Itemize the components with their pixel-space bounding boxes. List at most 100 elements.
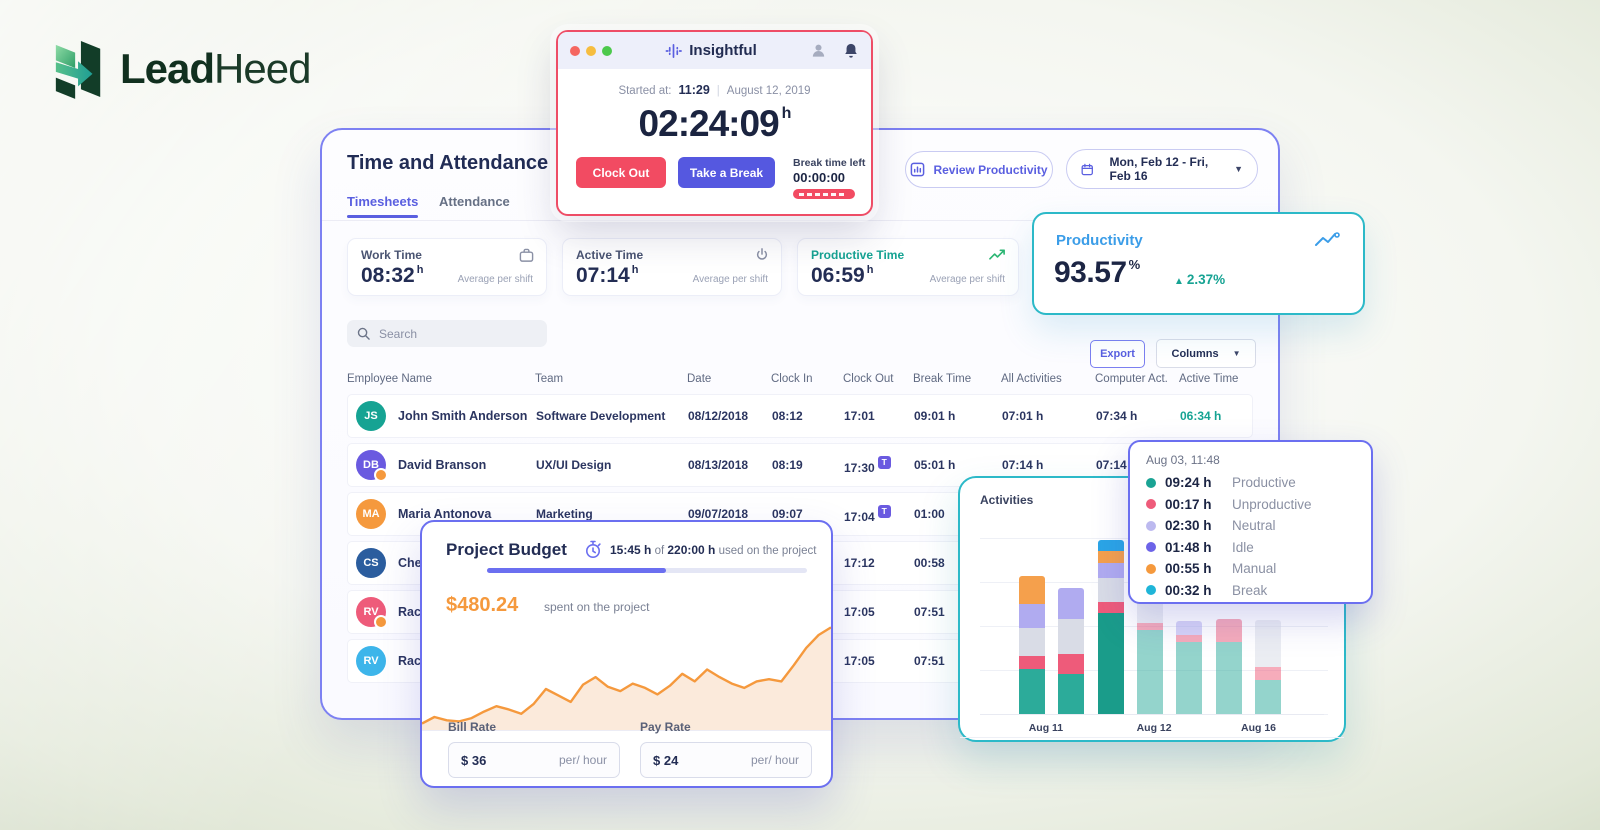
- activity-bar[interactable]: [1058, 588, 1085, 714]
- search-field[interactable]: [377, 325, 531, 342]
- tracked-badge: T: [877, 504, 891, 518]
- leadheed-logo: LeadHeed: [52, 38, 311, 100]
- budget-progress-fill: [487, 568, 667, 573]
- stat-note: Average per shift: [692, 274, 768, 285]
- close-window-dot[interactable]: [570, 45, 580, 56]
- employee-name: Maria Antonova: [398, 507, 492, 521]
- clock-out-cell: 17:01: [844, 409, 875, 423]
- table-header: Employee Name Team Date Clock In Clock Out Br…: [347, 370, 1253, 388]
- stat-card-productive-time: Productive Time 06:59 h Average per shift: [797, 238, 1019, 296]
- break-time-cell: 09:01 h: [914, 409, 956, 423]
- column-header[interactable]: Date: [687, 373, 712, 385]
- date-range-picker[interactable]: Mon, Feb 12 - Fri, Feb 16 ▼: [1066, 149, 1258, 189]
- elapsed-unit: h: [781, 105, 792, 122]
- employee-name: John Smith Anderson: [398, 409, 528, 423]
- break-time-cell: 01:00: [914, 507, 945, 521]
- table-row[interactable]: JS John Smith Anderson Software Developm…: [347, 394, 1253, 438]
- column-header[interactable]: Clock Out: [843, 373, 894, 385]
- bar-segment-neutral: [1097, 578, 1124, 603]
- briefcase-icon: [519, 248, 534, 268]
- activity-bar[interactable]: [1215, 619, 1242, 714]
- legend-time: 00:32 h: [1165, 582, 1212, 598]
- activity-bar[interactable]: [1097, 540, 1124, 714]
- export-button[interactable]: Export: [1090, 340, 1145, 368]
- activity-bar[interactable]: [1136, 586, 1163, 714]
- bar-segment-break: [1097, 540, 1124, 551]
- tab-timesheets[interactable]: Timesheets: [347, 194, 419, 218]
- clock-out-cell: 17:30 T: [844, 455, 914, 475]
- column-header[interactable]: Clock In: [771, 373, 813, 385]
- budget-area-chart: [422, 622, 831, 730]
- bar-segment-unproductive: [1136, 622, 1163, 630]
- bell-icon[interactable]: [843, 42, 859, 59]
- legend-item: 00:17 h Unproductive: [1146, 494, 1355, 516]
- bar-segment-idle: [1097, 562, 1124, 579]
- column-header[interactable]: Computer Act.: [1095, 373, 1168, 385]
- activity-bar[interactable]: [1176, 621, 1203, 714]
- clock-out-button[interactable]: Clock Out: [576, 157, 666, 188]
- productivity-title: Productivity: [1056, 232, 1143, 249]
- budget-used-suffix: used on the project: [718, 545, 817, 557]
- stat-value: 06:59: [811, 264, 865, 287]
- team-cell: Marketing: [536, 507, 593, 521]
- x-axis-label: Aug 16: [1241, 722, 1277, 734]
- activity-bar[interactable]: [1019, 576, 1045, 714]
- review-productivity-label: Review Productivity: [933, 162, 1048, 177]
- bar-segment-idle: [1176, 621, 1203, 635]
- clock-in-cell: 09:07: [772, 507, 803, 521]
- timer-widget: Insightful Started at: 11:29 | August 12…: [556, 30, 873, 216]
- power-icon: [755, 248, 769, 267]
- search-icon: [357, 327, 370, 340]
- activities-title: Activities: [980, 493, 1034, 507]
- review-productivity-button[interactable]: Review Productivity: [905, 151, 1053, 188]
- chart-baseline: [980, 714, 1324, 715]
- date-cell: 08/13/2018: [688, 458, 749, 472]
- chart-bottom-divider: [960, 737, 1344, 738]
- user-icon[interactable]: [810, 42, 827, 59]
- bill-rate-label: Bill Rate: [448, 720, 497, 734]
- stat-label: Active Time: [576, 248, 644, 262]
- activity-bar[interactable]: [1254, 620, 1281, 714]
- legend-dot: [1146, 499, 1156, 510]
- budget-total-hours: 220:00 h: [667, 543, 716, 557]
- legend-time: 09:24 h: [1165, 475, 1212, 491]
- legend-item: 01:48 h Idle: [1146, 537, 1355, 559]
- column-header[interactable]: Active Time: [1179, 373, 1239, 385]
- legend-label: Unproductive: [1232, 496, 1312, 512]
- break-time-cell: 00:58: [914, 556, 945, 570]
- sparkline-icon: [1315, 232, 1341, 255]
- column-header[interactable]: Team: [535, 373, 564, 385]
- bar-segment-productive: [1136, 629, 1163, 714]
- budget-spent-value: $480.24: [446, 594, 519, 616]
- maximize-window-dot[interactable]: [602, 45, 612, 56]
- timer-app-title: Insightful: [689, 42, 757, 59]
- productivity-delta: ▲ 2.37%: [1174, 272, 1226, 287]
- avatar: RV: [356, 646, 386, 676]
- bar-segment-productive: [1097, 612, 1124, 714]
- columns-button[interactable]: Columns ▼: [1156, 339, 1256, 368]
- logo-heed: Heed: [214, 45, 311, 92]
- budget-spent-note: spent on the project: [544, 600, 650, 614]
- column-header[interactable]: Break Time: [913, 373, 972, 385]
- legend-time: 00:17 h: [1165, 496, 1212, 512]
- tab-attendance[interactable]: Attendance: [439, 194, 510, 209]
- all-activities-cell: 07:14 h: [1002, 458, 1044, 472]
- tooltip-legend: 09:24 h Productive 00:17 h Unproductive …: [1146, 472, 1355, 601]
- pay-rate-input[interactable]: $ 24 per/ hour: [640, 742, 812, 778]
- avatar: DB: [356, 450, 388, 480]
- started-date: August 12, 2019: [726, 85, 811, 97]
- column-header[interactable]: All Activities: [1001, 373, 1062, 385]
- leadheed-logo-icon: [55, 41, 101, 99]
- minimize-window-dot[interactable]: [586, 45, 596, 56]
- take-break-button[interactable]: Take a Break: [678, 157, 775, 188]
- stat-label: Productive Time: [811, 248, 905, 262]
- search-input[interactable]: [347, 320, 547, 347]
- column-header[interactable]: Employee Name: [347, 373, 433, 385]
- pay-rate-suffix: per/ hour: [750, 753, 799, 767]
- legend-label: Neutral: [1232, 518, 1276, 534]
- bar-segment-idle: [1058, 588, 1085, 620]
- stat-note: Average per shift: [929, 274, 1005, 285]
- productivity-unit: %: [1128, 257, 1141, 272]
- elapsed-time: 02:24:09 h: [638, 103, 792, 144]
- bill-rate-input[interactable]: $ 36 per/ hour: [448, 742, 620, 778]
